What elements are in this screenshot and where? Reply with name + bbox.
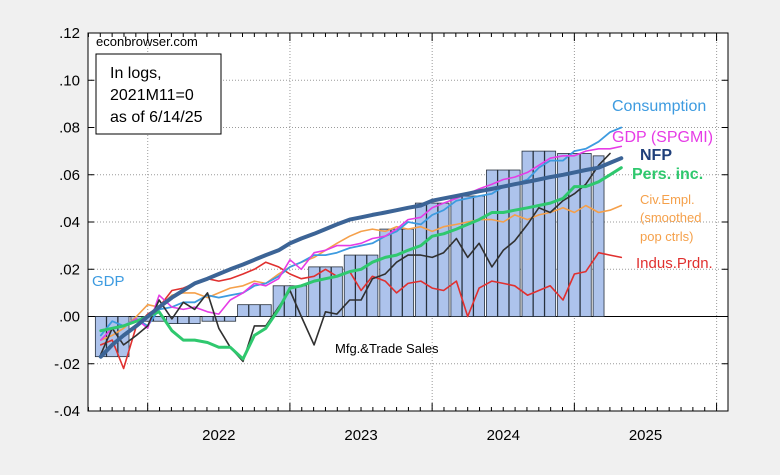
label-gdp-bars: GDP [92, 273, 125, 290]
label-consumption: Consumption [612, 98, 706, 115]
x-tick-label: 2022 [202, 427, 235, 444]
gdp-bar [188, 316, 201, 324]
x-tick-label: 2025 [629, 427, 662, 444]
gdp-bar [486, 169, 498, 317]
gdp-bar [379, 228, 392, 317]
gdp-bar [248, 304, 261, 317]
series-line-pers-inc [99, 166, 623, 361]
gdp-bar [426, 202, 439, 317]
label-civ-empl-1: Civ.Empl. [640, 192, 695, 207]
gdp-bar [201, 316, 214, 322]
gdp-bar [212, 316, 225, 322]
gdp-bar [177, 316, 190, 324]
gdp-bar [237, 304, 249, 317]
series-line-gdp-spgmi [100, 145, 623, 341]
y-tick-label: .12 [59, 25, 80, 42]
gdp-bar [437, 202, 450, 317]
y-tick-label: -.04 [54, 403, 80, 420]
gdp-bar [579, 153, 592, 317]
label-civ-empl-3: pop ctrls) [640, 229, 693, 244]
gdp-bar [390, 228, 403, 317]
gdp-bar [295, 285, 308, 317]
gdp-bar [224, 316, 237, 322]
label-mfg-trade-sales: Mfg.&Trade Sales [335, 341, 439, 356]
series-line-consumption [99, 126, 623, 337]
label-gdp-spgmi: GDP (SPGMI) [612, 129, 713, 146]
note-line-1: In logs, [110, 65, 162, 82]
gdp-bar [450, 195, 463, 317]
gdp-bar [508, 169, 521, 317]
note-line-2: 2021M11=0 [110, 87, 194, 104]
y-tick-label: .00 [59, 309, 80, 326]
series-line-civ-empl-smoothed-pop-ctrls [100, 204, 623, 341]
y-tick-label: .06 [59, 167, 80, 184]
watermark-label: econbrowser.com [96, 34, 198, 49]
y-tick-label: .04 [59, 214, 80, 231]
gdp-bar [343, 254, 356, 317]
y-tick-label: .10 [59, 72, 80, 89]
note-box [95, 53, 222, 135]
gdp-bar [544, 150, 557, 317]
y-tick-label: -.02 [54, 356, 80, 373]
note-line-3: as of 6/14/25 [110, 109, 203, 126]
gdp-bar [319, 266, 332, 317]
label-indus-prdn: Indus.Prdn. [636, 255, 713, 272]
series-line-mfg-trade-sales [100, 152, 611, 363]
gdp-bar [355, 254, 367, 317]
label-civ-empl-2: (smoothed [640, 210, 701, 225]
gdp-bar [331, 266, 343, 317]
x-tick-label: 2024 [487, 427, 520, 444]
label-pers-inc: Pers. inc. [632, 166, 703, 183]
y-tick-label: .02 [59, 261, 80, 278]
gdp-bar [414, 202, 427, 317]
gdp-bar [402, 228, 414, 317]
gdp-bar [497, 169, 510, 317]
gdp-bar [366, 254, 379, 317]
gdp-bar [532, 150, 545, 317]
gdp-bar [592, 155, 605, 317]
gdp-bar [568, 153, 581, 317]
gdp-bar [557, 153, 569, 317]
y-tick-label: .08 [59, 120, 80, 137]
gdp-bar [308, 266, 320, 317]
gdp-bar [259, 304, 272, 317]
series-line-nfp [98, 156, 624, 359]
label-nfp: NFP [640, 147, 672, 164]
x-tick-label: 2023 [344, 427, 377, 444]
gdp-bar [521, 150, 534, 317]
